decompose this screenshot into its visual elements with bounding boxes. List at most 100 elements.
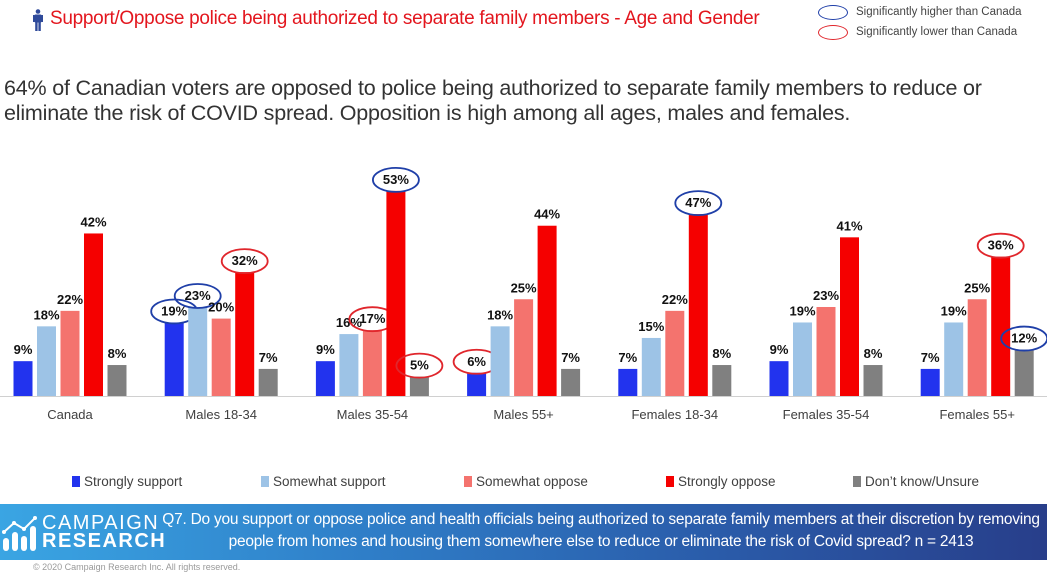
legend-label: Strongly support [84,474,183,489]
data-label: 47% [685,195,711,210]
logo-line1: CAMPAIGN [42,512,160,534]
bar-group: 7% 15% 22% 47% 8% Females 18-34 [618,190,732,422]
bar [561,368,581,396]
significance-oval [220,248,269,275]
red-oval-icon [818,24,848,40]
logo-line2: RESEARCH [42,530,167,552]
category-label: Females 18-34 [631,407,718,422]
legend-swatch [261,476,269,487]
data-label: 23% [185,288,211,303]
significance-legend: Significantly higher than Canada Signifi… [818,2,1022,42]
bar [211,318,231,396]
significance-oval [976,232,1025,259]
data-label: 17% [359,311,385,326]
category-label: Males 35-54 [337,407,409,422]
bar-group: 7% 19% 25% 36% 12% Females 55+ [920,232,1047,422]
data-label: 32% [232,253,258,268]
bar [967,299,987,396]
data-label: 36% [988,238,1014,253]
person-icon [33,9,43,31]
significance-higher-label: Significantly higher than Canada [856,6,1022,18]
logo-text: CAMPAIGN RESEARCH [42,512,167,552]
bar [665,310,685,396]
bar-group: 19%23%20% 32% 7% Males 18-34 [150,248,278,422]
bar-group: 9%16%17% 53% 5% Males 35-54 [315,166,444,422]
data-label: 8% [712,346,731,361]
data-label: 23% [813,288,839,303]
bar [537,225,557,396]
bar [618,368,638,396]
legend-item: Somewhat support [261,474,386,489]
data-label: 22% [57,292,83,307]
headline: 64% of Canadian voters are opposed to po… [4,76,982,125]
bar [712,365,732,396]
bar [467,372,487,396]
data-label: 6% [467,354,486,369]
data-label: 20% [208,300,234,315]
bar [235,272,255,396]
bar [188,306,208,396]
legend-label: Don’t know/Unsure [865,474,980,489]
data-label: 9% [14,342,33,357]
campaign-research-logo: CAMPAIGN RESEARCH [2,513,165,552]
footer-banner: CAMPAIGN RESEARCH Q7. Do you support or … [0,504,1047,560]
slide-title: Support/Oppose police being authorized t… [50,8,760,29]
logo-bars-icon [2,516,37,551]
category-label: Males 55+ [493,407,553,422]
bar [1014,349,1034,396]
bar [60,310,80,396]
significance-legend-lower: Significantly lower than Canada [818,22,1022,42]
data-label: 8% [108,346,127,361]
bar [641,337,661,396]
bar [386,190,406,396]
data-label: 16% [336,315,362,330]
chart-legend: Strongly support Somewhat support Somewhat… [0,474,1047,492]
bar-group: 9% 18%22% 42% 8% Canada [13,214,127,422]
bar [793,322,812,396]
significance-lower-label: Significantly lower than Canada [856,26,1018,38]
bar [164,322,184,396]
bar [107,365,127,396]
legend-item: Don’t know/Unsure [853,474,979,489]
bar [362,330,382,396]
data-label: 9% [316,342,335,357]
bar [688,214,708,396]
bar [991,256,1011,396]
legend-swatch [666,476,674,487]
legend-item: Strongly oppose [666,474,776,489]
data-label: 42% [80,214,106,229]
data-label: 7% [921,350,940,365]
data-label: 25% [511,280,537,295]
data-label: 15% [638,319,664,334]
bar [816,306,836,396]
legend-swatch [464,476,472,487]
legend-swatch [72,476,80,487]
bar [944,322,964,396]
bar [37,326,56,396]
data-label: 22% [662,292,688,307]
bar [84,233,103,396]
data-label: 7% [259,350,278,365]
legend-label: Strongly oppose [678,474,776,489]
category-label: Males 18-34 [185,407,257,422]
category-label: Females 55+ [939,407,1015,422]
bar [514,299,534,396]
legend-label: Somewhat oppose [476,474,588,489]
bar-group: 6% 18% 25% 44% 7% Males 55+ [452,207,581,422]
data-label: 18% [487,307,513,322]
category-label: Females 35-54 [783,407,870,422]
legend-item: Somewhat oppose [464,474,588,489]
bar [863,365,883,396]
bar [339,334,359,396]
significance-oval [1000,325,1047,352]
data-label: 53% [383,172,409,187]
bar [258,368,278,396]
data-label: 19% [941,303,967,318]
significance-oval [395,352,444,379]
bar [315,361,335,396]
bar [769,361,789,396]
significance-legend-higher: Significantly higher than Canada [818,2,1022,22]
data-label: 25% [964,280,990,295]
bar-group: 9% 19%23% 41% 8% Females 35-54 [769,218,883,422]
